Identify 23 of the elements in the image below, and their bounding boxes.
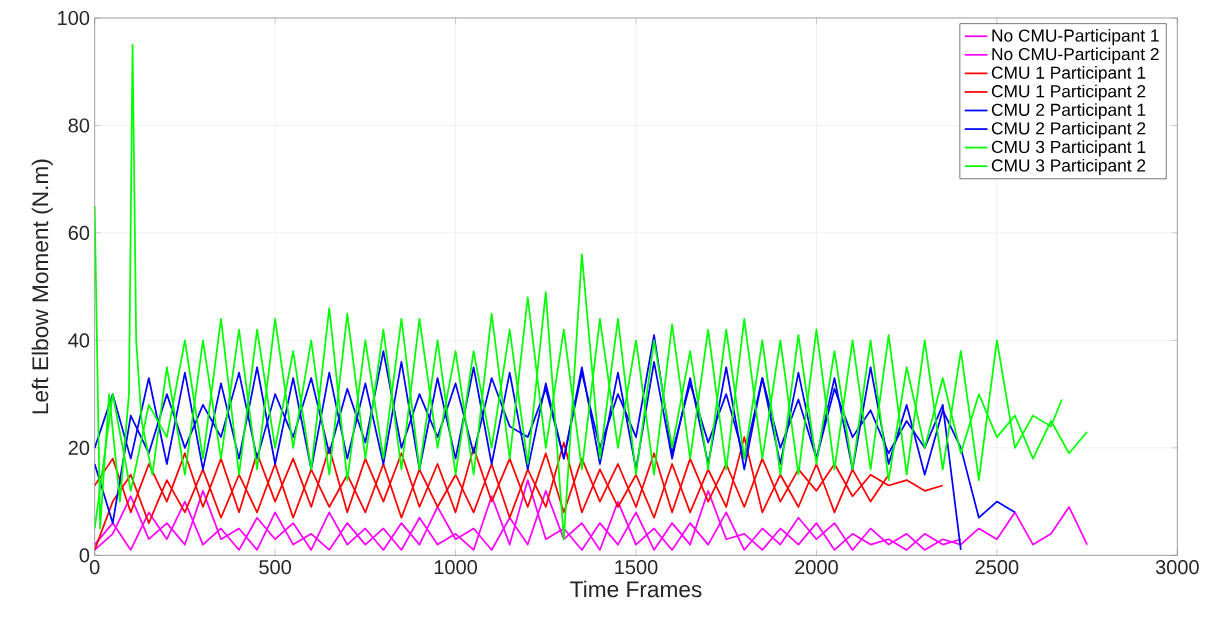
- y-axis-title: Left Elbow Moment (N.m): [31, 159, 53, 414]
- y-tick-label: 20: [68, 440, 90, 455]
- x-tick-label: 500: [259, 559, 292, 575]
- legend-label: CMU 2 Participant 2: [991, 121, 1146, 138]
- x-tick-label: 2000: [795, 559, 838, 575]
- legend-label: CMU 1 Participant 1: [991, 65, 1146, 83]
- y-tick-label: 0: [79, 548, 90, 563]
- x-tick-label: 2500: [975, 559, 1019, 575]
- y-tick-label: 100: [58, 10, 90, 25]
- x-tick-label: 1500: [615, 559, 658, 575]
- legend-label: CMU 1 Participant 2: [991, 84, 1146, 101]
- legend-label: CMU 2 Participant 1: [991, 103, 1146, 120]
- legend-label: CMU 3 Participant 1: [991, 140, 1146, 157]
- y-tick-label: 60: [68, 225, 90, 240]
- y-tick-label: 80: [68, 118, 90, 133]
- x-axis-title: Time Frames: [570, 580, 702, 598]
- legend-label: CMU 3 Participant 2: [991, 158, 1146, 175]
- legend-label: No CMU-Participant 1: [992, 28, 1159, 45]
- x-tick-label: 0: [89, 559, 100, 575]
- x-tick-label: 3000: [1155, 559, 1199, 575]
- y-tick-label: 40: [68, 333, 90, 348]
- x-tick-label: 1000: [434, 559, 478, 575]
- legend-label: No CMU-Participant 2: [992, 47, 1159, 64]
